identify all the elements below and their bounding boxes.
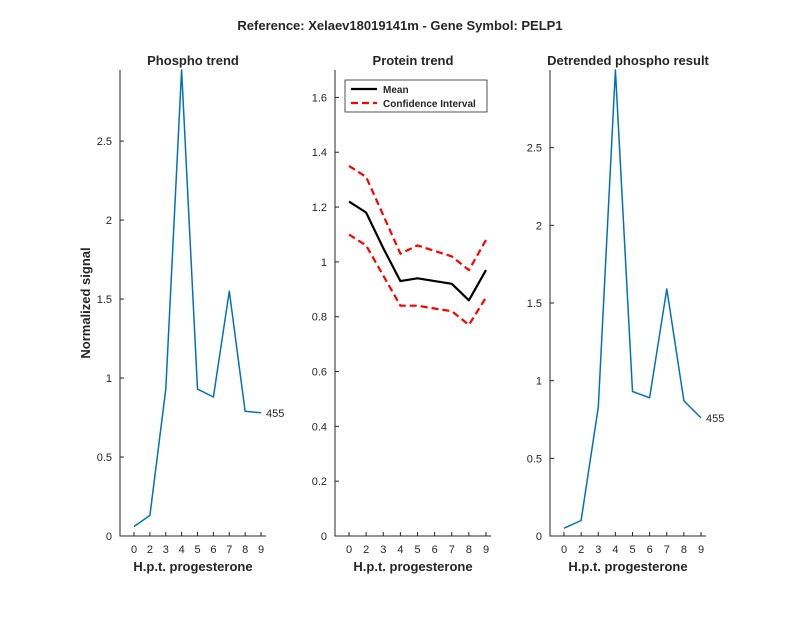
x-tick-label: 0 — [131, 544, 137, 556]
x-tick-label: 0 — [561, 544, 567, 556]
series-line-confidence-interval — [348, 164, 487, 272]
x-tick-label: 3 — [380, 544, 386, 556]
x-tick-label: 2 — [147, 544, 153, 556]
series-line-detrended — [563, 69, 702, 529]
x-tick-label: 8 — [466, 544, 472, 556]
x-tick-label: 9 — [483, 544, 489, 556]
x-tick-label: 9 — [698, 544, 704, 556]
y-tick-label: 1.5 — [97, 294, 112, 306]
x-tick-label: 4 — [397, 544, 403, 556]
point-annotation: 455 — [706, 413, 724, 425]
x-axis-label: H.p.t. progesterone — [133, 559, 252, 574]
chart-panel-2: 0 2 3 4 5 6 7 8 900.20.40.60.811.21.41.6Protein … — [312, 53, 491, 574]
axes-frame — [334, 70, 491, 537]
x-tick-label: 9 — [258, 544, 264, 556]
legend: Mean Confidence Interval — [344, 79, 488, 113]
x-tick-label: 8 — [242, 544, 248, 556]
y-tick-label: 0.5 — [97, 452, 112, 464]
x-tick-label: 4 — [612, 544, 618, 556]
y-tick-label: 0.4 — [312, 421, 327, 433]
series-line-mean — [348, 200, 487, 302]
x-tick-label: 7 — [226, 544, 232, 556]
y-tick-label: 2 — [106, 215, 112, 227]
y-tick-label: 1 — [536, 376, 542, 388]
y-tick-label: 1.6 — [312, 92, 327, 104]
y-axis-label: Normalized signal — [78, 247, 93, 358]
y-tick-label: 0.6 — [312, 367, 327, 379]
legend-box — [344, 79, 488, 113]
x-tick-label: 6 — [647, 544, 653, 556]
y-tick-label: 2 — [536, 220, 542, 232]
x-tick-label: 7 — [664, 544, 670, 556]
x-tick-label: 7 — [449, 544, 455, 556]
x-tick-label: 3 — [595, 544, 601, 556]
x-tick-label: 6 — [210, 544, 216, 556]
y-tick-label: 1 — [321, 257, 327, 269]
chart-title: Detrended phospho result — [547, 53, 709, 68]
x-tick-label: 2 — [363, 544, 369, 556]
y-tick-label: 0.8 — [312, 312, 327, 324]
chart-title: Phospho trend — [147, 53, 239, 68]
legend-entry: Mean — [383, 85, 409, 96]
y-tick-label: 2.5 — [97, 136, 112, 148]
y-tick-label: 0 — [536, 531, 542, 543]
point-annotation: 455 — [266, 408, 284, 420]
x-tick-label: 8 — [681, 544, 687, 556]
x-tick-label: 4 — [179, 544, 185, 556]
y-tick-label: 2.5 — [527, 143, 542, 155]
y-tick-label: 0 — [106, 531, 112, 543]
x-axis-label: H.p.t. progesterone — [353, 559, 472, 574]
y-tick-label: 1 — [106, 373, 112, 385]
y-tick-label: 1.2 — [312, 202, 327, 214]
legend-entry: Confidence Interval — [383, 99, 476, 110]
x-tick-label: 5 — [414, 544, 420, 556]
figure-suptitle: Reference: Xelaev18019141m - Gene Symbol… — [237, 18, 562, 33]
x-tick-label: 5 — [194, 544, 200, 556]
x-tick-label: 5 — [629, 544, 635, 556]
y-tick-label: 0.5 — [527, 453, 542, 465]
y-tick-label: 0 — [321, 531, 327, 543]
series-line-phospho — [133, 69, 262, 528]
y-tick-label: 1.4 — [312, 147, 327, 159]
y-tick-label: 0.2 — [312, 476, 327, 488]
x-tick-label: 2 — [578, 544, 584, 556]
x-tick-label: 0 — [346, 544, 352, 556]
x-tick-label: 3 — [163, 544, 169, 556]
x-axis-label: H.p.t. progesterone — [568, 559, 687, 574]
series-line-confidence-interval-lower — [348, 233, 487, 326]
x-tick-label: 6 — [432, 544, 438, 556]
y-tick-label: 1.5 — [527, 298, 542, 310]
chart-title: Protein trend — [373, 53, 454, 68]
